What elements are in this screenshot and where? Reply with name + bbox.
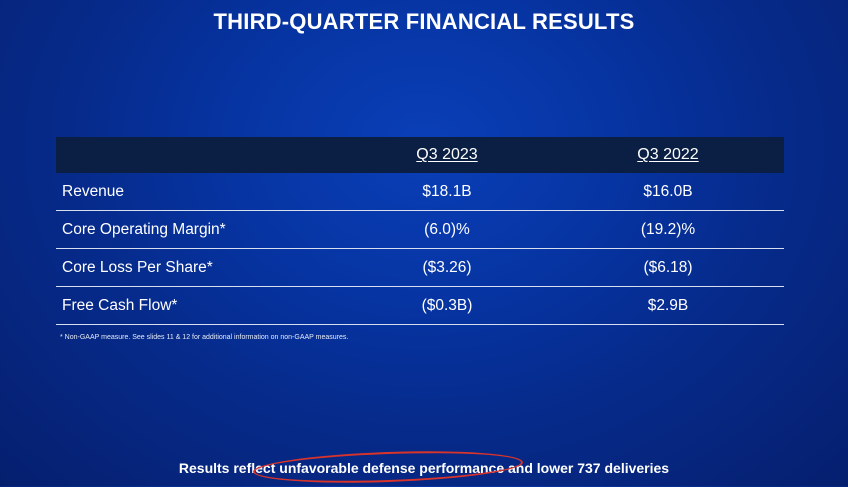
table-row-revenue: Revenue $18.1B $16.0B bbox=[56, 173, 784, 211]
table-row-free-cash-flow: Free Cash Flow* ($0.3B) $2.9B bbox=[56, 287, 784, 325]
cell-q3-2022: $2.9B bbox=[647, 297, 689, 314]
cell-q3-2023: $18.1B bbox=[422, 183, 472, 200]
red-highlight-circle bbox=[252, 447, 524, 487]
row-label: Free Cash Flow* bbox=[62, 297, 178, 314]
cell-q3-2022: $16.0B bbox=[643, 183, 693, 200]
column-header-q3-2023: Q3 2023 bbox=[416, 146, 478, 163]
non-gaap-footnote: * Non-GAAP measure. See slides 11 & 12 f… bbox=[60, 334, 349, 341]
column-header-q3-2022: Q3 2022 bbox=[637, 146, 699, 163]
cell-q3-2023: ($0.3B) bbox=[421, 297, 473, 314]
cell-q3-2022: ($6.18) bbox=[643, 259, 693, 276]
table-row-core-operating-margin: Core Operating Margin* (6.0)% (19.2)% bbox=[56, 211, 784, 249]
row-label: Revenue bbox=[62, 183, 125, 200]
table-header-row: Q3 2023 Q3 2022 bbox=[56, 137, 784, 173]
cell-q3-2022: (19.2)% bbox=[640, 221, 696, 238]
financial-results-table: Q3 2023 Q3 2022 Revenue $18.1B $16.0B Co… bbox=[56, 137, 784, 325]
row-label: Core Operating Margin* bbox=[62, 221, 226, 238]
results-summary: Results reflect unfavorable defense perf… bbox=[178, 460, 670, 476]
cell-q3-2023: ($3.26) bbox=[422, 259, 472, 276]
row-label: Core Loss Per Share* bbox=[62, 259, 213, 276]
cell-q3-2023: (6.0)% bbox=[424, 221, 470, 238]
slide-title: THIRD-QUARTER FINANCIAL RESULTS bbox=[213, 9, 635, 34]
table-row-core-loss-per-share: Core Loss Per Share* ($3.26) ($6.18) bbox=[56, 249, 784, 287]
